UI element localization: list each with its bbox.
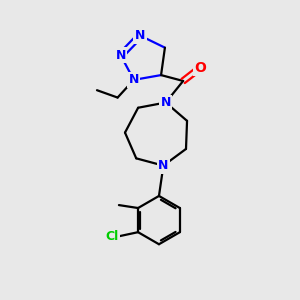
Text: N: N	[116, 49, 126, 62]
Text: N: N	[158, 159, 169, 172]
Text: Cl: Cl	[105, 230, 118, 243]
Text: O: O	[194, 61, 206, 75]
Text: N: N	[160, 96, 171, 109]
Text: N: N	[135, 29, 145, 42]
Text: N: N	[129, 74, 139, 86]
